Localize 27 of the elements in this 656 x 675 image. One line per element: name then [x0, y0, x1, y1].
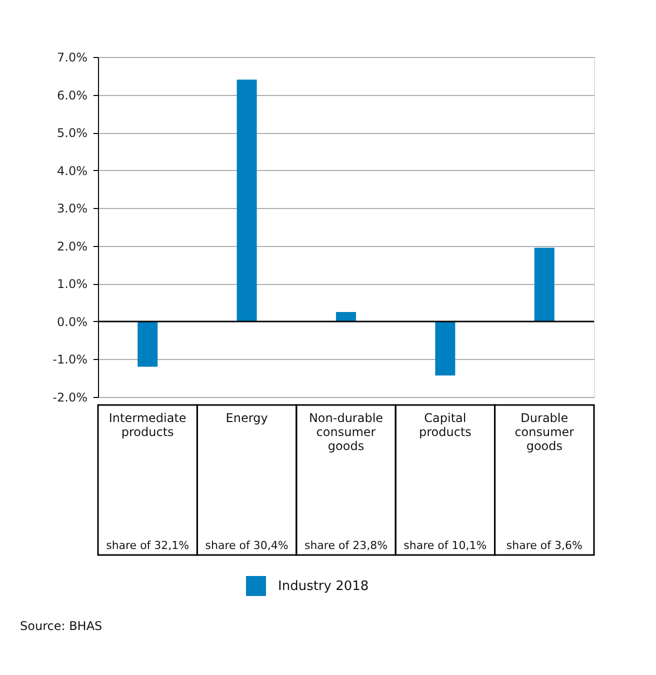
- y-tick-label: 6.0%: [57, 88, 88, 102]
- y-tick-label: 5.0%: [57, 126, 88, 140]
- bar: [435, 321, 456, 376]
- y-tick-label: 7.0%: [57, 50, 88, 64]
- text: share of 10,1%: [404, 539, 487, 552]
- bar: [336, 312, 356, 322]
- bar: [236, 80, 257, 322]
- text: share of 23,8%: [304, 539, 388, 552]
- y-tick-label: 4.0%: [57, 164, 88, 178]
- text: share of 30,4%: [205, 539, 288, 552]
- x-tick-label: Non-durable consumer goods: [308, 411, 384, 453]
- x-tick-label: Durable consumer goods: [514, 411, 574, 453]
- y-tick-label: 0.0%: [57, 314, 88, 329]
- y-tick-label: -2.0%: [52, 390, 88, 404]
- y-tick-label: 1.0%: [57, 277, 88, 292]
- x-tick-label: Intermediate products: [108, 411, 186, 439]
- bar: [534, 248, 554, 322]
- x-tick-label: Energy: [226, 411, 268, 425]
- bar: [138, 321, 158, 367]
- source-note: Source: BHAS: [20, 619, 102, 633]
- y-tick-label: 2.0%: [57, 239, 88, 254]
- text: share of 32,1%: [106, 539, 190, 552]
- y-tick-label: -1.0%: [52, 352, 88, 367]
- text: share of 3,6%: [506, 539, 582, 552]
- y-tick-label: 3.0%: [57, 202, 88, 216]
- x-tick-label: Capital products: [418, 411, 472, 439]
- legend-label: Industry 2018: [278, 579, 369, 594]
